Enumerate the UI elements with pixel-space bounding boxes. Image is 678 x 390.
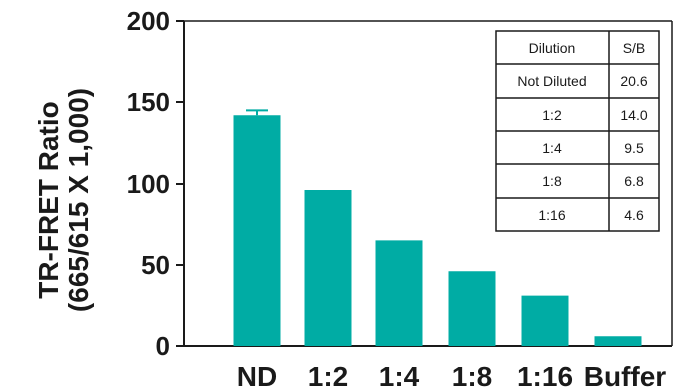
sb-table-sb-cell: 9.5 [624,140,644,156]
y-tick-label: 0 [156,331,170,361]
sb-table: Dilution S/B Not Diluted 20.6 1:2 14.0 1… [495,30,660,232]
bar [521,295,569,346]
bar [594,336,642,346]
x-tick-label: 1:8 [452,361,492,390]
y-tick-label: 100 [127,169,170,199]
error-bar [246,109,268,116]
y-tick-label: 200 [127,6,170,36]
y-tick-marks [176,20,184,347]
sb-table-header-dilution: Dilution [529,40,576,56]
x-tick-label: 1:4 [379,361,420,390]
sb-table-dilution-cell: 1:16 [538,207,565,223]
bar [375,240,423,346]
sb-table-dilution-cell: 1:4 [542,140,562,156]
sb-table-dilution-cell: 1:2 [542,107,562,123]
y-tick-label: 50 [141,250,170,280]
sb-table-sb-cell: 20.6 [620,73,647,89]
x-tick-label: Buffer [584,361,667,390]
y-axis-title: TR-FRET Ratio (665/615 X 1,000) [33,88,94,312]
x-tick-label: ND [237,361,277,390]
x-tick-label: 1:2 [308,361,348,390]
sb-table-sb-cell: 6.8 [624,173,644,189]
y-tick-label: 150 [127,87,170,117]
sb-table-sb-cell: 4.6 [624,207,644,223]
bar [233,115,281,346]
bar-group [233,109,642,346]
sb-table-header-sb: S/B [623,40,646,56]
x-tick-labels: ND 1:2 1:4 1:8 1:16 Buffer [237,361,667,390]
bar [448,271,496,346]
x-tick-label: 1:16 [517,361,573,390]
y-axis-title-line1: TR-FRET Ratio [33,101,64,299]
sb-table-dilution-cell: Not Diluted [517,73,586,89]
sb-table-sb-cell: 14.0 [620,107,647,123]
bar [304,190,352,346]
sb-table-dilution-cell: 1:8 [542,173,562,189]
y-tick-labels: 200 150 100 50 0 [127,6,170,361]
y-axis-title-line2: (665/615 X 1,000) [63,88,94,312]
